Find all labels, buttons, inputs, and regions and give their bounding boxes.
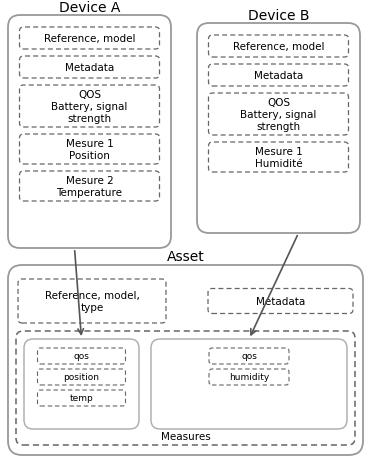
FancyBboxPatch shape: [20, 86, 160, 128]
FancyBboxPatch shape: [20, 172, 160, 201]
Text: QOS
Battery, signal
strength: QOS Battery, signal strength: [51, 90, 128, 123]
FancyBboxPatch shape: [209, 36, 348, 58]
Text: Metadata: Metadata: [254, 71, 303, 81]
Text: Device A: Device A: [59, 1, 120, 15]
Text: position: position: [63, 373, 99, 382]
FancyBboxPatch shape: [20, 28, 160, 50]
FancyBboxPatch shape: [24, 339, 139, 429]
Text: Reference, model,
type: Reference, model, type: [45, 291, 139, 312]
FancyBboxPatch shape: [208, 289, 353, 314]
FancyBboxPatch shape: [197, 24, 360, 233]
Text: Device B: Device B: [248, 9, 309, 23]
FancyBboxPatch shape: [20, 57, 160, 79]
FancyBboxPatch shape: [37, 348, 125, 364]
FancyBboxPatch shape: [20, 135, 160, 165]
FancyBboxPatch shape: [18, 279, 166, 323]
Text: Mesure 1
Humidité: Mesure 1 Humidité: [255, 147, 302, 169]
Text: Reference, model: Reference, model: [44, 34, 135, 44]
FancyBboxPatch shape: [37, 390, 125, 406]
FancyBboxPatch shape: [151, 339, 347, 429]
Text: Metadata: Metadata: [65, 63, 114, 73]
FancyBboxPatch shape: [209, 348, 289, 364]
FancyBboxPatch shape: [37, 369, 125, 385]
Text: Measures: Measures: [161, 431, 210, 441]
Text: Asset: Asset: [167, 250, 204, 263]
Text: Mesure 2
Temperature: Mesure 2 Temperature: [56, 176, 122, 197]
Text: Mesure 1
Position: Mesure 1 Position: [66, 139, 114, 161]
FancyBboxPatch shape: [16, 332, 355, 445]
Text: humidity: humidity: [229, 373, 269, 382]
Text: temp: temp: [70, 394, 93, 403]
FancyBboxPatch shape: [209, 94, 348, 136]
FancyBboxPatch shape: [8, 16, 171, 249]
Text: QOS
Battery, signal
strength: QOS Battery, signal strength: [240, 98, 317, 131]
Text: Metadata: Metadata: [256, 296, 305, 307]
FancyBboxPatch shape: [209, 65, 348, 87]
Text: qos: qos: [241, 352, 257, 361]
Text: Reference, model: Reference, model: [233, 42, 324, 52]
Text: qos: qos: [73, 352, 89, 361]
FancyBboxPatch shape: [8, 265, 363, 455]
FancyBboxPatch shape: [209, 143, 348, 173]
FancyBboxPatch shape: [209, 369, 289, 385]
